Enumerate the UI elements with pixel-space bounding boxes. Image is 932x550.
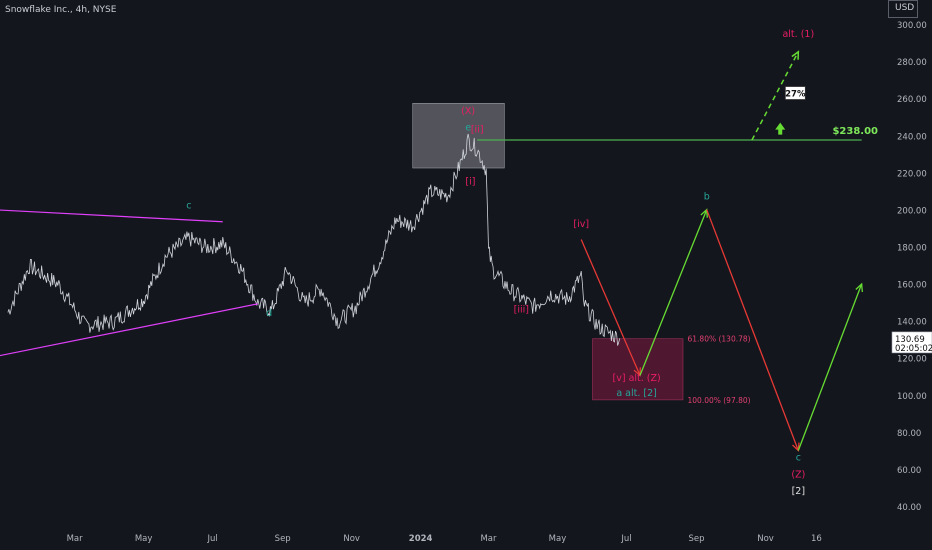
x-tick-label: Jul xyxy=(206,534,217,544)
currency-box[interactable] xyxy=(888,0,918,18)
current-price-box xyxy=(891,331,932,354)
y-tick-label: 280.00 xyxy=(897,58,927,68)
price-line xyxy=(7,133,621,346)
resistance-label: $238.00 xyxy=(832,126,878,137)
percent-badge xyxy=(784,86,806,100)
x-tick-label: Nov xyxy=(343,534,360,544)
y-tick-label: 160.00 xyxy=(897,281,927,291)
y-tick-label: 200.00 xyxy=(897,206,927,216)
x-tick-label: Sep xyxy=(689,534,705,544)
series-line xyxy=(580,239,641,376)
x-tick-label: Sep xyxy=(275,534,291,544)
y-tick-label: 60.00 xyxy=(897,466,921,476)
wave-label: [2] xyxy=(792,486,805,497)
y-tick-label: 40.00 xyxy=(897,503,921,513)
fib-label: 61.80% (130.78) xyxy=(688,335,751,344)
symbol-header: Snowflake Inc., 4h, NYSE xyxy=(5,5,117,15)
series-arrowhead xyxy=(855,282,863,293)
current-price-countdown: 02:05:02 xyxy=(895,344,932,354)
y-tick-label: 100.00 xyxy=(897,392,927,402)
series-line xyxy=(639,209,708,376)
x-tick-label: Mar xyxy=(67,534,84,544)
wave-label: d xyxy=(266,308,272,319)
series-line xyxy=(706,209,799,451)
fib-label: 100.00% (97.80) xyxy=(688,396,751,405)
y-tick-label: 140.00 xyxy=(897,318,927,328)
y-tick-label: 180.00 xyxy=(897,244,927,254)
x-tick-label: 16 xyxy=(811,534,822,544)
y-tick-label: 80.00 xyxy=(897,429,921,439)
y-tick-label: 260.00 xyxy=(897,95,927,105)
wave-label: [iii] xyxy=(514,304,529,315)
current-price-value: 130.69 xyxy=(895,335,925,345)
series-arrowhead xyxy=(791,50,800,60)
wave-label: (X) xyxy=(461,106,475,117)
x-tick-label: Mar xyxy=(480,534,497,544)
up-arrow-icon xyxy=(775,122,786,135)
wave-label: b xyxy=(704,191,710,202)
y-tick-label: 220.00 xyxy=(897,169,927,179)
series-line xyxy=(797,283,863,451)
wave-label: c xyxy=(186,201,191,212)
x-tick-label: Nov xyxy=(757,534,774,544)
wave-label: [ii] xyxy=(471,125,484,136)
series-line xyxy=(0,303,258,357)
currency-label: USD xyxy=(895,3,915,13)
series-line xyxy=(751,51,799,141)
series-line xyxy=(0,209,223,223)
target-zone xyxy=(412,103,505,169)
wave-label: [v] alt. (Z) xyxy=(613,373,661,384)
wave-label: e xyxy=(465,123,471,134)
y-tick-label: 300.00 xyxy=(897,21,927,31)
y-tick-label: 120.00 xyxy=(897,355,927,365)
x-tick-label: Jul xyxy=(620,534,631,544)
wave-label: a alt. [2] xyxy=(616,388,657,399)
wave-label: [iv] xyxy=(573,219,589,230)
x-tick-label: 2024 xyxy=(409,534,433,544)
x-tick-label: May xyxy=(549,534,567,544)
wave-label: [i] xyxy=(465,176,475,187)
x-tick-label: May xyxy=(135,534,153,544)
alt-one-label: alt. (1) xyxy=(782,29,814,40)
wave-label: c xyxy=(796,453,801,464)
y-tick-label: 240.00 xyxy=(897,132,927,142)
wave-label: (Z) xyxy=(791,469,805,480)
percent-badge-text: 27% xyxy=(785,90,806,100)
